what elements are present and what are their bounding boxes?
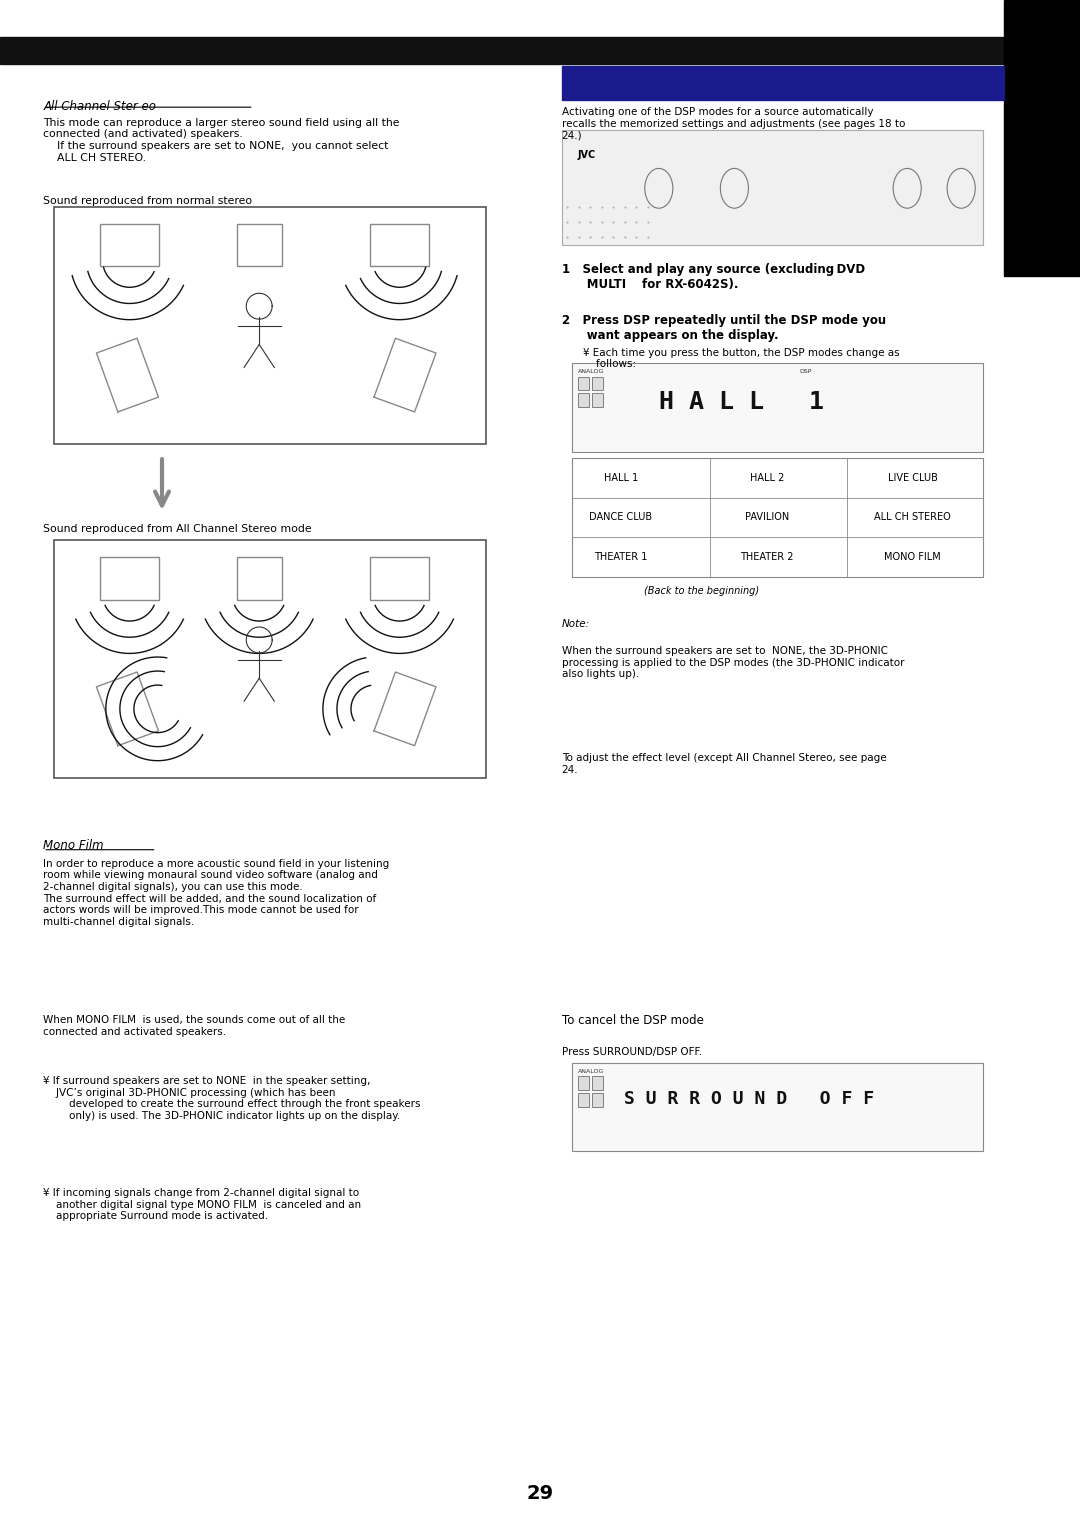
Text: 2   Press DSP repeatedly until the DSP mode you
      want appears on the displa: 2 Press DSP repeatedly until the DSP mod…	[562, 314, 886, 341]
Text: THEATER 1: THEATER 1	[594, 553, 648, 562]
Text: Mono Film: Mono Film	[43, 839, 104, 851]
Bar	[592, 1093, 603, 1107]
Text: Press SURROUND/DSP OFF.: Press SURROUND/DSP OFF.	[562, 1047, 702, 1058]
Text: Activating one of the DSP modes for a source automatically
recalls the memorized: Activating one of the DSP modes for a so…	[562, 107, 905, 141]
Text: Sound reproduced from All Channel Stereo mode: Sound reproduced from All Channel Stereo…	[43, 524, 312, 534]
Text: ¥ If surround speakers are set to NONE  in the speaker setting,
    JVC’s origin: ¥ If surround speakers are set to NONE i…	[43, 1076, 421, 1121]
Bar	[578, 1076, 589, 1090]
Text: S U R R O U N D   O F F: S U R R O U N D O F F	[624, 1090, 875, 1108]
Text: HALL 1: HALL 1	[604, 473, 638, 482]
Text: DSP: DSP	[799, 369, 811, 374]
Bar	[562, 130, 983, 245]
Text: When MONO FILM  is used, the sounds come out of all the
connected and activated : When MONO FILM is used, the sounds come …	[43, 1015, 346, 1036]
Text: To cancel the DSP mode: To cancel the DSP mode	[562, 1014, 703, 1026]
Text: JVC: JVC	[578, 150, 596, 161]
Bar	[572, 458, 983, 577]
Text: In order to reproduce a more acoustic sound field in your listening
room while v: In order to reproduce a more acoustic so…	[43, 859, 390, 926]
Text: Sound reproduced from normal stereo: Sound reproduced from normal stereo	[43, 196, 253, 207]
Text: THEATER 2: THEATER 2	[740, 553, 794, 562]
Bar	[578, 377, 589, 390]
Bar	[572, 363, 983, 452]
Text: ¥ Each time you press the button, the DSP modes change as
    follows:: ¥ Each time you press the button, the DS…	[583, 348, 900, 369]
Text: To adjust the effect level (except All Channel Stereo, see page
24.: To adjust the effect level (except All C…	[562, 753, 887, 775]
Text: All Channel Ster eo: All Channel Ster eo	[43, 100, 157, 112]
Bar	[54, 207, 486, 444]
Bar	[54, 540, 486, 778]
Bar	[100, 557, 160, 600]
Text: This mode can reproduce a larger stereo sound field using all the
connected (and: This mode can reproduce a larger stereo …	[43, 118, 400, 162]
Text: English: English	[1036, 112, 1049, 164]
Bar	[0, 37, 1004, 64]
Text: HALL 2: HALL 2	[750, 473, 784, 482]
Bar	[562, 66, 1004, 100]
Text: Activating the DSP Modes: Activating the DSP Modes	[570, 77, 765, 90]
Bar	[1004, 0, 1080, 276]
Bar	[369, 557, 429, 600]
Bar	[100, 224, 160, 266]
Bar	[578, 393, 589, 407]
Text: LIVE CLUB: LIVE CLUB	[888, 473, 937, 482]
Text: 1   Select and play any source (excluding DVD
      MULTI  for RX-6042S).: 1 Select and play any source (excluding …	[562, 263, 865, 291]
Text: ALL CH STEREO: ALL CH STEREO	[874, 513, 951, 522]
Text: (Back to the beginning): (Back to the beginning)	[645, 586, 759, 597]
Text: ANALOG: ANALOG	[578, 1069, 604, 1073]
Text: ¥ If incoming signals change from 2-channel digital signal to
    another digita: ¥ If incoming signals change from 2-chan…	[43, 1188, 362, 1222]
Bar	[592, 393, 603, 407]
Text: Note:: Note:	[562, 619, 590, 629]
Text: MONO FILM: MONO FILM	[885, 553, 941, 562]
Bar	[578, 1093, 589, 1107]
Bar	[592, 377, 603, 390]
Text: PAVILION: PAVILION	[745, 513, 788, 522]
Text: ANALOG: ANALOG	[578, 369, 604, 374]
Bar	[237, 557, 282, 600]
Text: DANCE CLUB: DANCE CLUB	[590, 513, 652, 522]
Text: 29: 29	[526, 1485, 554, 1503]
Text: When the surround speakers are set to  NONE, the 3D-PHONIC
processing is applied: When the surround speakers are set to NO…	[562, 646, 904, 680]
Bar	[572, 1063, 983, 1151]
Bar	[237, 224, 282, 266]
Text: H A L L   1: H A L L 1	[659, 390, 824, 415]
Bar	[369, 224, 429, 266]
Bar	[592, 1076, 603, 1090]
